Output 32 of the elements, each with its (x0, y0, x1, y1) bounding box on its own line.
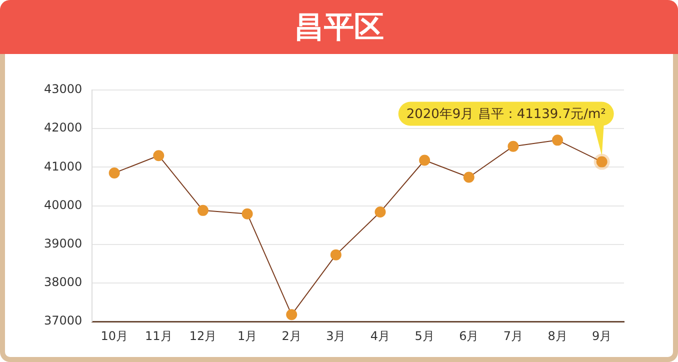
x-tick-label: 11月 (145, 328, 172, 343)
chart-title: 昌平区 (294, 8, 384, 46)
x-tick-label: 5月 (414, 328, 434, 343)
x-tick-label: 10月 (100, 328, 128, 343)
x-tick-label: 4月 (370, 328, 390, 343)
point (419, 154, 430, 166)
point (242, 208, 253, 220)
x-tick-label: 1月 (237, 328, 258, 343)
y-tick-label: 40000 (44, 198, 82, 212)
point (153, 150, 164, 162)
x-tick-label: 6月 (459, 328, 479, 343)
y-tick-label: 37000 (44, 314, 82, 328)
x-tick-label: 9月 (592, 328, 612, 343)
annotation: 2020年9月 昌平：41139.7元/m² (406, 107, 606, 122)
point (463, 172, 474, 183)
point (108, 167, 120, 178)
point (552, 134, 564, 146)
point (508, 140, 519, 152)
point (374, 206, 386, 218)
point (286, 309, 298, 320)
y-tick-label: 42000 (44, 120, 82, 135)
y-tick-label: 41000 (44, 159, 82, 174)
x-tick-label: 8月 (548, 328, 568, 343)
y-tick-label: 43000 (44, 82, 82, 96)
x-tick-label: 2月 (282, 328, 302, 343)
point (330, 249, 342, 260)
x-tick-label: 3月 (326, 328, 346, 343)
x-tick-label: 12月 (189, 328, 217, 343)
x-tick-label: 7月 (503, 328, 524, 343)
y-tick-label: 39000 (44, 236, 82, 251)
y-tick-label: 38000 (44, 275, 82, 290)
point (197, 204, 208, 216)
